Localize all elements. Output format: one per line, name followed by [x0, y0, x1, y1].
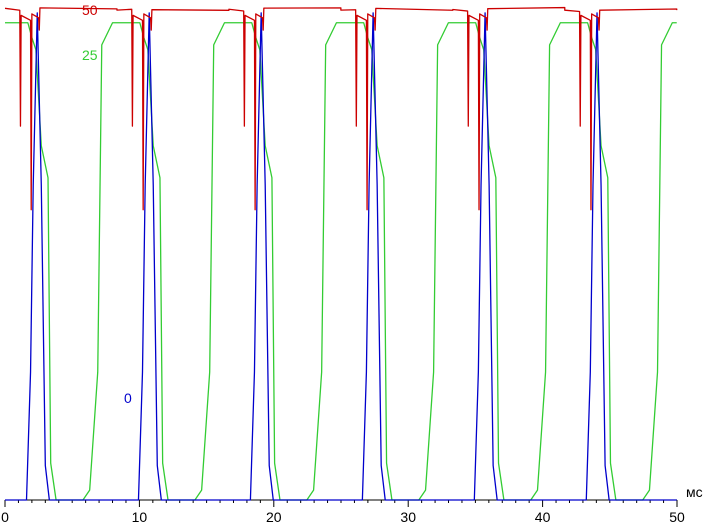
series-label-50: 50: [82, 2, 98, 18]
x-tick-label: 10: [132, 509, 148, 525]
x-tick-label: 40: [535, 509, 551, 525]
x-tick-label: 0: [1, 509, 9, 525]
x-tick-label: 50: [669, 509, 685, 525]
series-line-50: [4, 6, 678, 211]
x-tick-label: 30: [400, 509, 416, 525]
series-line-0: [5, 12, 677, 501]
series-line-25: [5, 22, 677, 501]
series-label-25: 25: [82, 47, 98, 63]
series-label-0: 0: [124, 390, 132, 406]
series-labels: 50 25 0: [82, 2, 132, 406]
x-tick-label: 20: [266, 509, 282, 525]
x-axis-unit: мс: [686, 484, 703, 500]
series-layer: [4, 6, 678, 501]
